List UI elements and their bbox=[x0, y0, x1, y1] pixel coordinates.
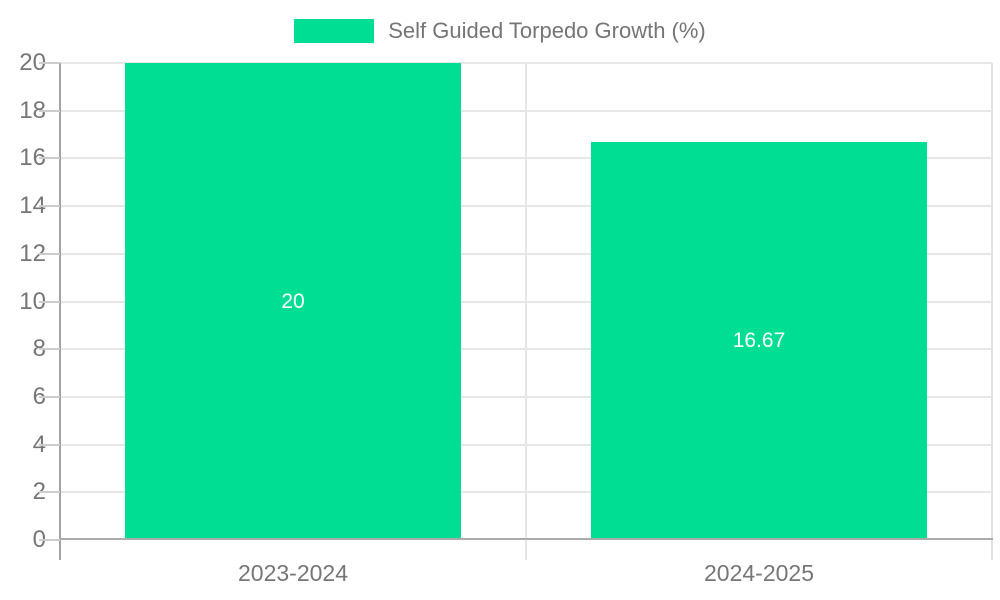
legend-swatch bbox=[294, 19, 375, 43]
bar-value-label: 20 bbox=[281, 289, 305, 313]
y-axis-tick bbox=[39, 205, 60, 208]
category-divider bbox=[525, 63, 527, 560]
bar-2024-2025[interactable]: 16.67 bbox=[591, 142, 927, 540]
x-axis-line bbox=[59, 538, 993, 540]
y-axis-tick bbox=[39, 348, 60, 351]
y-axis-tick bbox=[39, 395, 60, 398]
y-axis-tick bbox=[39, 443, 60, 446]
bar-2023-2024[interactable]: 20 bbox=[125, 63, 461, 540]
y-axis-tick bbox=[39, 252, 60, 255]
legend[interactable]: Self Guided Torpedo Growth (%) bbox=[0, 16, 1000, 46]
plot-area: 20 16.67 bbox=[60, 62, 993, 560]
y-axis-tick bbox=[39, 62, 60, 64]
y-axis-tick bbox=[39, 157, 60, 160]
x-axis-category-label: 2024-2025 bbox=[704, 560, 814, 586]
bar-value-label: 16.67 bbox=[732, 329, 786, 353]
plot-right-border bbox=[991, 63, 993, 560]
y-axis-line bbox=[59, 63, 61, 560]
y-axis-tick bbox=[39, 300, 60, 303]
y-axis-tick bbox=[39, 491, 60, 494]
x-axis-category-label: 2023-2024 bbox=[238, 560, 348, 586]
legend-label: Self Guided Torpedo Growth (%) bbox=[388, 18, 706, 43]
y-axis-tick bbox=[39, 109, 60, 112]
y-axis-tick bbox=[39, 539, 60, 541]
